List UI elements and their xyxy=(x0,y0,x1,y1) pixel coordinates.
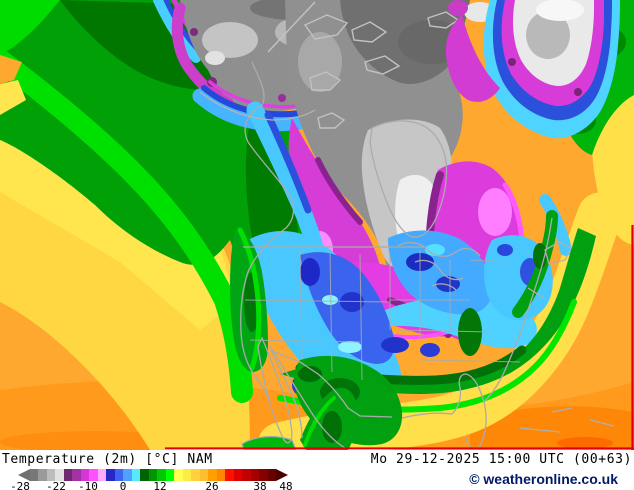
legend-color-segment xyxy=(38,469,47,481)
legend-color-segment xyxy=(174,469,183,481)
arctic-island-coastlines xyxy=(267,1,460,129)
legend-panel: Temperature (2m) [°C] NAM Mo 29-12-2025 … xyxy=(0,450,634,490)
legend-color-segment xyxy=(89,469,98,481)
coastlines-borders xyxy=(199,61,615,450)
legend-color-segment xyxy=(30,469,39,481)
legend-tick-label: -22 xyxy=(46,480,66,490)
legend-color-segment xyxy=(216,469,226,481)
temperature-map-svg xyxy=(0,0,634,450)
legend-color-segment xyxy=(80,469,90,481)
legend-tick-label: 0 xyxy=(119,480,127,490)
legend-color-segment xyxy=(191,469,200,481)
legend-color-segment xyxy=(233,469,243,481)
legend-colorbar xyxy=(18,469,288,481)
legend-color-segment xyxy=(63,469,73,481)
legend-color-segment xyxy=(165,469,175,481)
legend-color-segment xyxy=(123,469,132,481)
legend-tick-label: 12 xyxy=(153,480,167,490)
mild-green-band xyxy=(230,210,596,450)
legend-color-segment xyxy=(106,469,115,481)
legend-color-segment xyxy=(267,469,277,481)
legend-tick-label: -10 xyxy=(78,480,98,490)
central-cold-blue-region xyxy=(246,101,572,401)
temperature-map xyxy=(0,0,634,450)
legend-color-segment xyxy=(199,469,209,481)
map-frame-border xyxy=(165,225,634,450)
legend-color-segment xyxy=(208,469,217,481)
legend-color-segment xyxy=(131,469,141,481)
valid-time-label: Mo 29-12-2025 15:00 UTC (00+63) xyxy=(370,452,632,467)
legend-ticks: -28 -22 -10 0 12 26 38 48 xyxy=(10,480,298,490)
greenland-region xyxy=(483,0,620,139)
legend-color-segment xyxy=(55,469,64,481)
legend-tick-label: 26 xyxy=(205,480,219,490)
legend-color-segment xyxy=(46,469,56,481)
legend-color-segment xyxy=(242,469,251,481)
legend-color-segment xyxy=(140,469,149,481)
legend-color-segment xyxy=(250,469,260,481)
legend-color-segment xyxy=(182,469,192,481)
legend-tick-label: 48 xyxy=(279,480,293,490)
legend-color-segment xyxy=(114,469,124,481)
product-title: Temperature (2m) [°C] NAM xyxy=(2,452,213,467)
legend-color-segment xyxy=(157,469,166,481)
legend-color-segment xyxy=(259,469,268,481)
copyright-label: © weatheronline.co.uk xyxy=(469,471,618,487)
legend-colorbar-segments xyxy=(30,469,277,481)
legend-color-segment xyxy=(97,469,107,481)
legend-tick-label: -28 xyxy=(10,480,30,490)
legend-color-segment xyxy=(148,469,158,481)
legend-color-segment xyxy=(72,469,81,481)
legend-tick-label: 38 xyxy=(253,480,267,490)
legend-color-segment xyxy=(225,469,234,481)
